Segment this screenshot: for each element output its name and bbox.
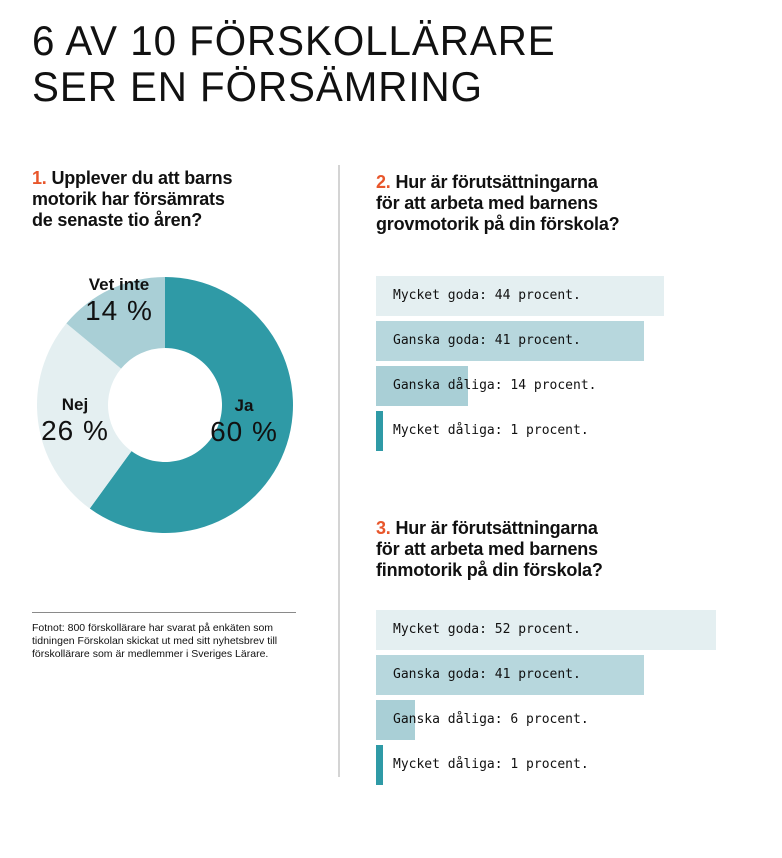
bar-label: Mycket dåliga: 1 procent. <box>393 757 589 772</box>
bar-label: Mycket goda: 44 procent. <box>393 288 581 303</box>
bar <box>376 700 416 740</box>
slice-value: 60 % <box>210 416 278 447</box>
footnote-divider <box>32 612 296 613</box>
bar-row: Ganska goda: 41 procent. <box>376 321 716 361</box>
bar <box>376 366 468 406</box>
question-number: 1. <box>32 168 47 188</box>
bar-label: Ganska goda: 41 procent. <box>393 333 581 348</box>
slice-label-vet-inte: Vet inte 14 % <box>70 275 168 327</box>
donut-slice-nej <box>36 323 132 509</box>
page-title-line-1: 6 AV 10 FÖRSKOLLÄRARE <box>32 17 556 64</box>
bar <box>376 411 383 451</box>
question-text-line-1: Upplever du att barns <box>51 168 233 188</box>
question-2: 2. Hur är förutsättningarna för att arbe… <box>376 172 620 235</box>
bar-row: Mycket dåliga: 1 procent. <box>376 745 716 785</box>
bar-label: Mycket goda: 52 procent. <box>393 622 581 637</box>
slice-label-nej: Nej 26 % <box>32 395 118 447</box>
bar <box>376 745 383 785</box>
donut-slice-vet-inte <box>66 277 165 369</box>
question-text-line-3: de senaste tio åren? <box>32 210 203 230</box>
bar-label: Mycket dåliga: 1 procent. <box>393 423 589 438</box>
question-text-line-2: för att arbeta med barnens <box>376 539 598 559</box>
bar <box>376 655 645 695</box>
bar-chart-finmotorik: Mycket goda: 52 procent. Ganska goda: 41 … <box>376 610 716 790</box>
bar-row: Ganska goda: 41 procent. <box>376 655 716 695</box>
slice-name: Vet inte <box>88 275 150 294</box>
slice-value: 14 % <box>85 295 153 326</box>
donut-chart <box>36 277 294 533</box>
question-number: 3. <box>376 518 391 538</box>
bar <box>376 276 664 316</box>
bar-row: Ganska dåliga: 14 procent. <box>376 366 716 406</box>
bar-label: Ganska dåliga: 14 procent. <box>393 378 597 393</box>
bar-row: Mycket goda: 52 procent. <box>376 610 716 650</box>
footnote: Fotnot: 800 förskollärare har svarat på … <box>32 622 278 660</box>
bar-label: Ganska goda: 41 procent. <box>393 667 581 682</box>
slice-name: Nej <box>61 395 89 414</box>
question-text-line-3: grovmotorik på din förskola? <box>376 214 620 234</box>
question-text-line-3: finmotorik på din förskola? <box>376 560 603 580</box>
bar-row: Mycket goda: 44 procent. <box>376 276 716 316</box>
bar <box>376 610 716 650</box>
bar-chart-grovmotorik: Mycket goda: 44 procent. Ganska goda: 41 … <box>376 276 716 456</box>
donut-slice-ja <box>89 277 294 533</box>
page-title-line-2: SER EN FÖRSÄMRING <box>32 63 483 110</box>
bar <box>376 321 645 361</box>
question-1: 1. Upplever du att barns motorik har för… <box>32 168 232 231</box>
bar-row: Ganska dåliga: 6 procent. <box>376 700 716 740</box>
column-divider <box>338 165 340 777</box>
question-text-line-2: för att arbeta med barnens <box>376 193 598 213</box>
slice-value: 26 % <box>41 415 109 446</box>
question-text-line-1: Hur är förutsättningarna <box>395 518 598 538</box>
question-number: 2. <box>376 172 391 192</box>
slice-label-ja: Ja 60 % <box>200 396 288 448</box>
bar-row: Mycket dåliga: 1 procent. <box>376 411 716 451</box>
question-3: 3. Hur är förutsättningarna för att arbe… <box>376 518 603 581</box>
slice-name: Ja <box>234 396 254 415</box>
question-text-line-1: Hur är förutsättningarna <box>395 172 598 192</box>
bar-label: Ganska dåliga: 6 procent. <box>393 712 589 727</box>
page-title: 6 AV 10 FÖRSKOLLÄRARE SER EN FÖRSÄMRING <box>32 18 556 110</box>
question-text-line-2: motorik har försämrats <box>32 189 225 209</box>
